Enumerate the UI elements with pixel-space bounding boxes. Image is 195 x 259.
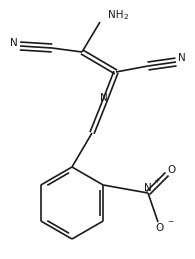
Text: O: O: [156, 223, 164, 233]
Text: N: N: [178, 53, 186, 63]
Text: +: +: [153, 178, 159, 184]
Text: 2: 2: [123, 14, 128, 20]
Text: O: O: [168, 165, 176, 175]
Text: N: N: [10, 38, 18, 48]
Text: N: N: [144, 183, 152, 193]
Text: NH: NH: [108, 10, 123, 20]
Text: N: N: [100, 93, 108, 103]
Text: −: −: [167, 219, 173, 225]
